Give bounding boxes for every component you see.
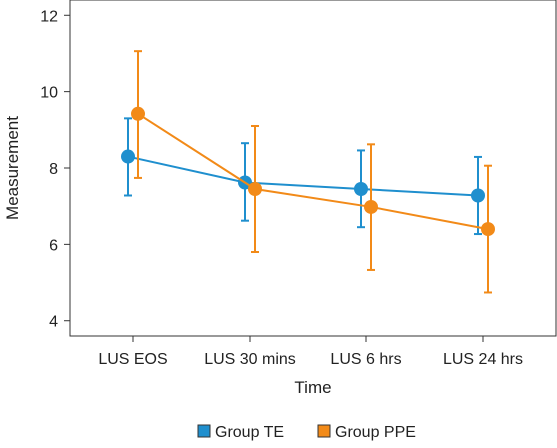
x-axis-title: Time — [294, 378, 331, 397]
data-point — [121, 149, 135, 164]
plot-frame — [69, 0, 557, 337]
legend-label: Group TE — [215, 424, 284, 441]
series-group-te — [121, 117, 485, 236]
legend: Group TE Group PPE — [197, 424, 416, 441]
x-axis: LUS EOS LUS 30 mins LUS 6 hrs LUS 24 hrs — [98, 336, 523, 368]
y-tick-label: 4 — [49, 314, 58, 331]
x-tick-label: LUS 24 hrs — [443, 351, 523, 368]
y-tick-label: 8 — [49, 161, 58, 178]
x-tick-label: LUS 30 mins — [204, 351, 296, 368]
series-line — [127, 155, 479, 197]
legend-label: Group PPE — [335, 424, 416, 441]
legend-swatch — [317, 424, 331, 438]
y-axis: 4 6 8 10 12 — [40, 8, 70, 331]
series-layer — [121, 50, 495, 294]
series-line — [137, 112, 489, 231]
y-tick-label: 12 — [40, 8, 58, 25]
legend-swatch — [197, 424, 211, 438]
x-tick-label: LUS EOS — [98, 351, 167, 368]
data-point — [364, 199, 378, 214]
data-point — [248, 182, 262, 196]
y-axis-title: Measurement — [3, 116, 22, 220]
data-point — [131, 106, 145, 121]
y-tick-label: 6 — [49, 237, 58, 254]
data-point — [471, 188, 485, 203]
data-point — [354, 182, 368, 196]
series-group-ppe — [131, 50, 495, 294]
data-point — [481, 222, 495, 237]
x-tick-label: LUS 6 hrs — [330, 351, 401, 368]
y-tick-label: 10 — [40, 85, 58, 102]
